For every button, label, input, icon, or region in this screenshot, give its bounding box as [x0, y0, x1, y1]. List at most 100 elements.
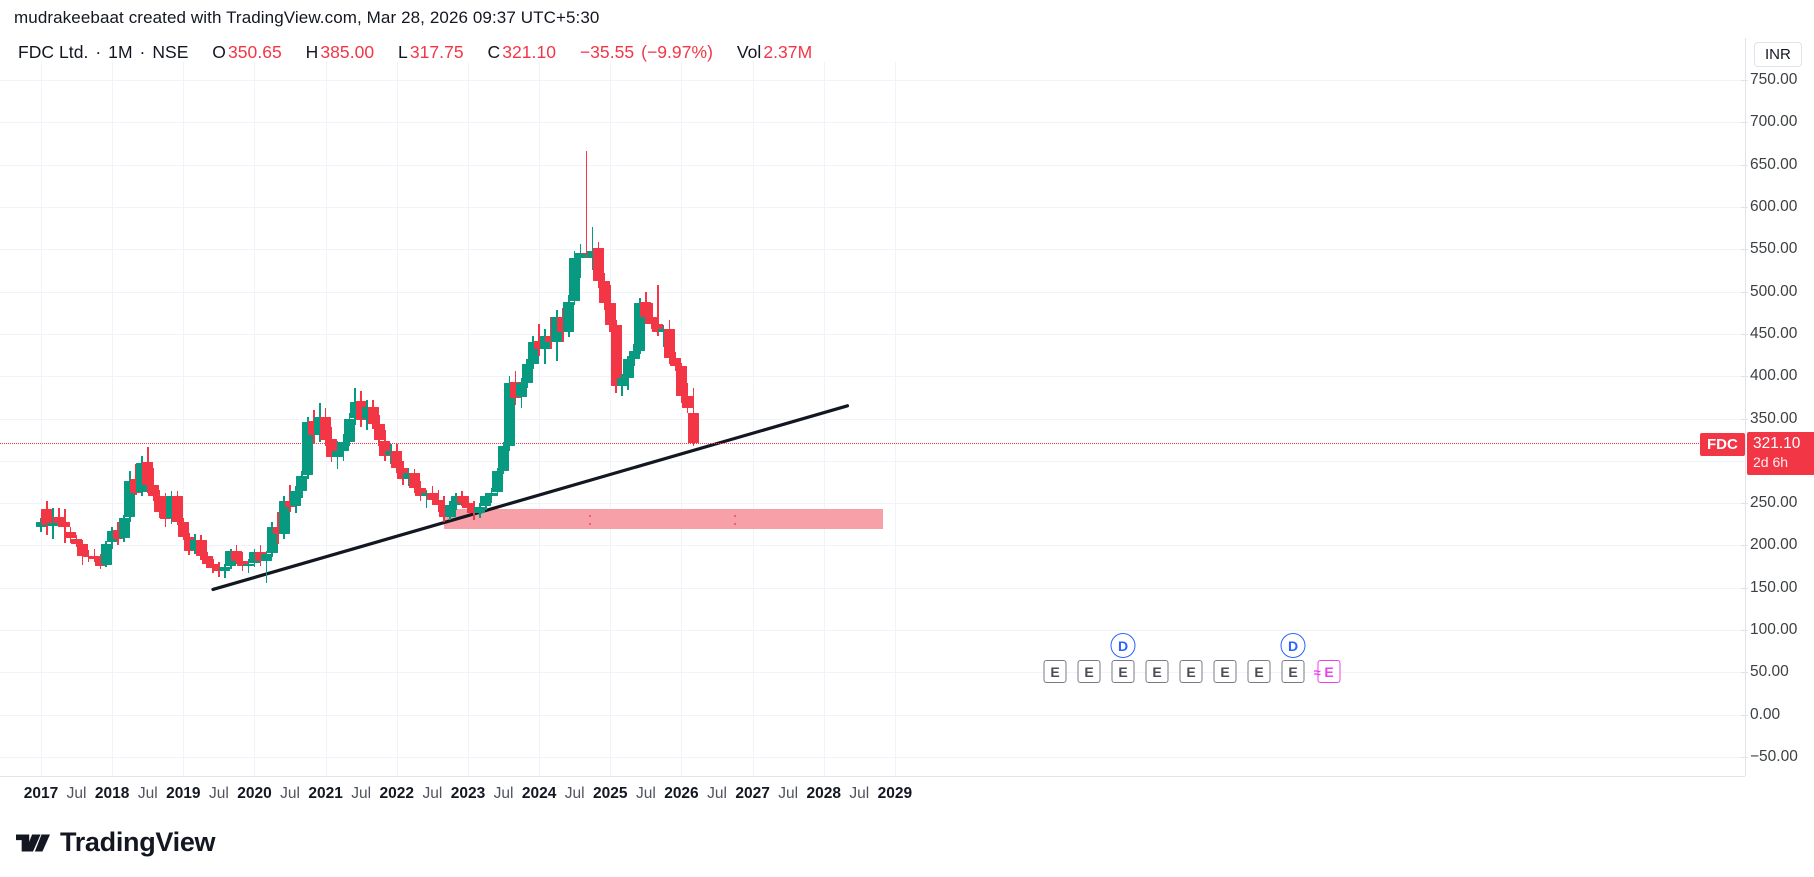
- candle-body[interactable]: [177, 521, 189, 537]
- earnings-marker[interactable]: E: [1247, 660, 1271, 683]
- candle-body[interactable]: [498, 445, 510, 471]
- candle-body[interactable]: [474, 506, 486, 514]
- candle-body[interactable]: [254, 552, 266, 561]
- candle-body[interactable]: [687, 413, 699, 444]
- candle-body[interactable]: [492, 470, 504, 493]
- candle-body[interactable]: [94, 558, 106, 566]
- candle-body[interactable]: [183, 536, 195, 551]
- candle-body[interactable]: [628, 350, 640, 360]
- candle-body[interactable]: [349, 401, 361, 419]
- candle-body[interactable]: [308, 421, 320, 436]
- earnings-marker[interactable]: E: [1213, 660, 1237, 683]
- candle-body[interactable]: [420, 492, 432, 497]
- legend-symbol[interactable]: FDC Ltd.: [18, 42, 89, 62]
- candle-body[interactable]: [100, 543, 112, 565]
- earnings-marker[interactable]: E: [1281, 660, 1305, 683]
- earnings-marker[interactable]: E: [1077, 660, 1101, 683]
- candle-body[interactable]: [195, 539, 207, 557]
- candle-body[interactable]: [515, 382, 527, 398]
- candle-body[interactable]: [165, 495, 177, 519]
- candle-body[interactable]: [201, 556, 213, 565]
- candle-body[interactable]: [586, 250, 598, 258]
- candle-body[interactable]: [415, 487, 427, 497]
- candle-body[interactable]: [658, 328, 670, 333]
- candle-body[interactable]: [248, 552, 260, 564]
- candle-body[interactable]: [343, 418, 355, 443]
- earnings-marker[interactable]: E: [1111, 660, 1135, 683]
- event-markers-layer[interactable]: E E E E E E E E E ≈ D D: [0, 62, 1745, 776]
- candle-body[interactable]: [112, 530, 124, 539]
- candle-body[interactable]: [563, 301, 575, 333]
- candle-body[interactable]: [290, 491, 302, 506]
- candle-body[interactable]: [207, 564, 219, 569]
- candle-body[interactable]: [675, 366, 687, 397]
- candle-body[interactable]: [243, 564, 255, 566]
- currency-badge[interactable]: INR: [1754, 42, 1802, 67]
- candle-body[interactable]: [581, 252, 593, 255]
- candle-body[interactable]: [539, 335, 551, 350]
- candle-body[interactable]: [82, 555, 94, 558]
- candle-body[interactable]: [326, 438, 338, 458]
- candle-body[interactable]: [409, 472, 421, 488]
- candle-body[interactable]: [302, 421, 314, 476]
- candle-body[interactable]: [527, 342, 539, 365]
- candle-body[interactable]: [569, 257, 581, 301]
- candle-body[interactable]: [106, 531, 118, 543]
- candle-body[interactable]: [88, 556, 100, 559]
- candle-body[interactable]: [533, 341, 545, 350]
- candle-body[interactable]: [154, 496, 166, 512]
- time-axis[interactable]: 2017 Jul 2018 Jul 2019 Jul 2020 Jul 2021 Jul 2022 J…: [0, 776, 1745, 816]
- candle-body[interactable]: [314, 416, 326, 435]
- price-axis[interactable]: INR 750.00 700.00 650.00 600.00 550.00 500.00…: [1700, 38, 1814, 776]
- earnings-marker[interactable]: E ≈: [1314, 660, 1341, 683]
- candle-body[interactable]: [450, 496, 462, 505]
- candle-body[interactable]: [65, 531, 77, 538]
- candle-body[interactable]: [521, 364, 533, 383]
- candle-body[interactable]: [391, 450, 403, 468]
- candle-body[interactable]: [59, 521, 71, 527]
- candle-body[interactable]: [124, 481, 136, 518]
- candle-body[interactable]: [47, 523, 59, 526]
- candle-body[interactable]: [604, 303, 616, 326]
- candle-body[interactable]: [652, 323, 664, 333]
- candle-body[interactable]: [640, 301, 652, 317]
- candle-body[interactable]: [462, 503, 474, 509]
- candle-body[interactable]: [468, 508, 480, 514]
- candle-body[interactable]: [35, 521, 47, 527]
- candle-body[interactable]: [509, 382, 521, 399]
- candle-body[interactable]: [272, 526, 284, 535]
- candle-body[interactable]: [592, 247, 604, 282]
- candle-body[interactable]: [237, 560, 249, 566]
- candle-body[interactable]: [397, 467, 409, 480]
- candle-body[interactable]: [551, 316, 563, 343]
- candle-body[interactable]: [189, 540, 201, 550]
- earnings-marker[interactable]: E: [1145, 660, 1169, 683]
- candle-body[interactable]: [142, 461, 154, 485]
- candle-body[interactable]: [426, 492, 438, 500]
- candle-body[interactable]: [118, 518, 130, 538]
- candle-body[interactable]: [320, 416, 332, 440]
- candle-body[interactable]: [403, 472, 415, 479]
- candle-body[interactable]: [480, 496, 492, 506]
- candle-body[interactable]: [486, 492, 498, 497]
- candle-body[interactable]: [438, 504, 450, 517]
- dividend-marker[interactable]: D: [1110, 633, 1136, 658]
- candle-body[interactable]: [681, 396, 693, 409]
- candlestick-series[interactable]: [0, 62, 1745, 776]
- candle-body[interactable]: [634, 303, 646, 351]
- candle-body[interactable]: [503, 382, 515, 446]
- candle-body[interactable]: [278, 501, 290, 534]
- candle-body[interactable]: [296, 476, 308, 492]
- dividend-marker[interactable]: D: [1280, 633, 1306, 658]
- candle-body[interactable]: [160, 511, 172, 520]
- candle-body[interactable]: [610, 325, 622, 387]
- candle-body[interactable]: [545, 335, 557, 343]
- candle-body[interactable]: [231, 551, 243, 561]
- candle-body[interactable]: [136, 462, 148, 493]
- candle-body[interactable]: [266, 526, 278, 554]
- candle-body[interactable]: [355, 400, 367, 421]
- candle-body[interactable]: [361, 406, 373, 420]
- candle-body[interactable]: [260, 553, 272, 561]
- last-price-tag[interactable]: 321.10 2d 6h: [1747, 431, 1814, 475]
- candle-body[interactable]: [444, 504, 456, 517]
